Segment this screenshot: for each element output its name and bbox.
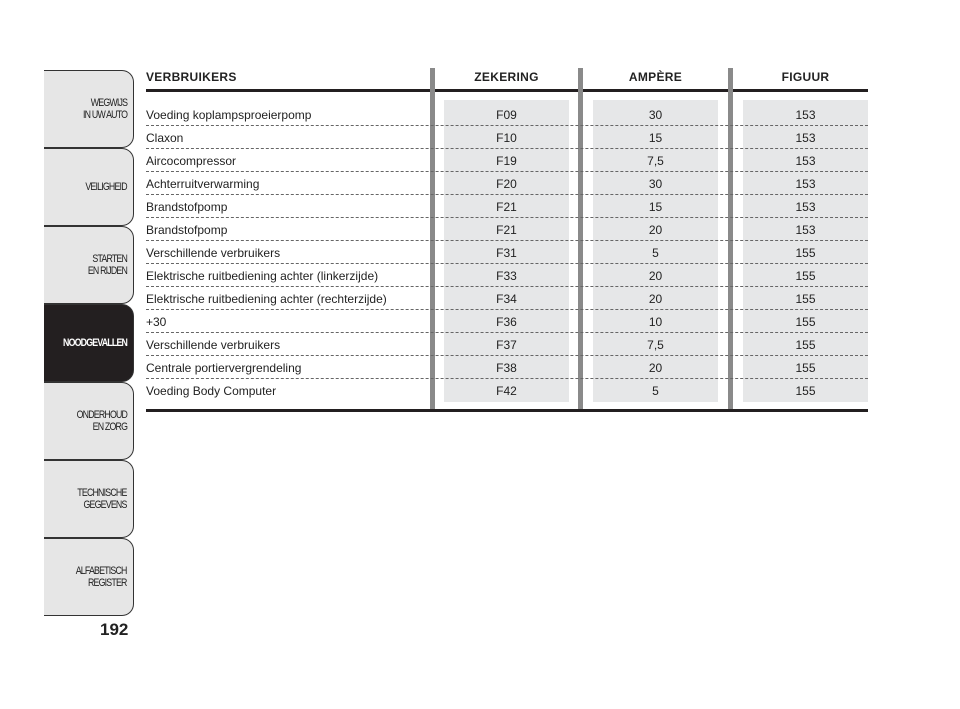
ampere-cell: 30: [648, 177, 663, 191]
consumer-cell: Centrale portiervergrendeling: [146, 361, 302, 375]
fuse-cell: F21: [496, 223, 517, 237]
table-row: Elektrische ruitbediening achter (linker…: [146, 264, 868, 287]
table-row: Verschillende verbruikers F37 7,5 155: [146, 333, 868, 356]
tab-label: STARTEN EN RIJDEN: [87, 253, 128, 277]
ampere-cell: 15: [648, 200, 663, 214]
table-row: Claxon F10 15 153: [146, 126, 868, 149]
ampere-cell: 20: [648, 269, 663, 283]
fuse-cell: F10: [496, 131, 517, 145]
tab-technische-gegevens[interactable]: TECHNISCHE GEGEVENS: [44, 460, 134, 538]
consumer-cell: Verschillende verbruikers: [146, 246, 281, 260]
tab-wegwijs-in-uw-auto[interactable]: WEGWIJS IN UW AUTO: [44, 70, 134, 148]
fuse-cell: F38: [496, 361, 517, 375]
fuse-cell: F34: [496, 292, 517, 306]
tab-label: ALFABETISCH REGISTER: [76, 565, 128, 589]
figure-cell: 155: [795, 246, 816, 260]
tab-onderhoud-en-zorg[interactable]: ONDERHOUD EN ZORG: [44, 382, 134, 460]
header-verbruikers: VERBRUIKERS: [146, 70, 237, 84]
consumer-cell: +30: [146, 315, 167, 329]
tab-label: ONDERHOUD EN ZORG: [76, 409, 128, 433]
figure-cell: 155: [795, 361, 816, 375]
ampere-cell: 10: [648, 315, 663, 329]
figure-cell: 155: [795, 338, 816, 352]
fuse-cell: F19: [496, 154, 517, 168]
page-number: 192: [100, 620, 129, 639]
table-row: Voeding koplampsproeierpomp F09 30 153: [146, 103, 868, 126]
header-rule: [146, 89, 868, 92]
tab-starten-en-rijden[interactable]: STARTEN EN RIJDEN: [44, 226, 134, 304]
figure-cell: 155: [795, 269, 816, 283]
tab-label: VEILIGHEID: [85, 181, 128, 193]
header-figuur: FIGUUR: [781, 70, 830, 84]
fuse-cell: F36: [496, 315, 517, 329]
table-row: Verschillende verbruikers F31 5 155: [146, 241, 868, 264]
header-zekering: ZEKERING: [474, 70, 539, 84]
tab-label: NOODGEVALLEN: [62, 337, 128, 349]
ampere-cell: 20: [648, 361, 663, 375]
consumer-cell: Achterruitverwarming: [146, 177, 260, 191]
column-bg: [743, 100, 868, 402]
column-bg: [444, 100, 569, 402]
header-ampere: AMPÈRE: [628, 70, 683, 84]
tab-alfabetisch-register[interactable]: ALFABETISCH REGISTER: [44, 538, 134, 616]
consumer-cell: Brandstofpomp: [146, 223, 228, 237]
table-row: Voeding Body Computer F42 5 155: [146, 379, 868, 402]
tab-label: TECHNISCHE GEGEVENS: [77, 487, 128, 511]
table-row: Aircocompressor F19 7,5 153: [146, 149, 868, 172]
figure-cell: 155: [795, 384, 816, 398]
figure-cell: 153: [795, 154, 816, 168]
fuse-cell: F21: [496, 200, 517, 214]
ampere-cell: 30: [648, 108, 663, 122]
table-row: Elektrische ruitbediening achter (rechte…: [146, 287, 868, 310]
footer-rule: [146, 409, 868, 412]
table-row: Brandstofpomp F21 20 153: [146, 218, 868, 241]
table-row: Brandstofpomp F21 15 153: [146, 195, 868, 218]
figure-cell: 153: [795, 131, 816, 145]
figure-cell: 153: [795, 200, 816, 214]
ampere-cell: 5: [652, 384, 659, 398]
fuse-cell: F09: [496, 108, 517, 122]
ampere-cell: 20: [648, 292, 663, 306]
fuse-cell: F37: [496, 338, 517, 352]
table-row: Centrale portiervergrendeling F38 20 155: [146, 356, 868, 379]
ampere-cell: 7,5: [647, 154, 664, 168]
table-row: +30 F36 10 155: [146, 310, 868, 333]
consumer-cell: Voeding koplampsproeierpomp: [146, 108, 312, 122]
consumer-cell: Elektrische ruitbediening achter (linker…: [146, 269, 379, 283]
consumer-cell: Elektrische ruitbediening achter (rechte…: [146, 292, 387, 306]
consumer-cell: Claxon: [146, 131, 184, 145]
fuse-cell: F20: [496, 177, 517, 191]
fuse-cell: F33: [496, 269, 517, 283]
figure-cell: 155: [795, 315, 816, 329]
ampere-cell: 5: [652, 246, 659, 260]
column-bg: [593, 100, 718, 402]
fuse-cell: F42: [496, 384, 517, 398]
tab-veiligheid[interactable]: VEILIGHEID: [44, 148, 134, 226]
consumer-cell: Verschillende verbruikers: [146, 338, 281, 352]
tab-label: WEGWIJS IN UW AUTO: [82, 97, 128, 121]
figure-cell: 153: [795, 108, 816, 122]
consumer-cell: Aircocompressor: [146, 154, 237, 168]
figure-cell: 153: [795, 177, 816, 191]
consumer-cell: Voeding Body Computer: [146, 384, 277, 398]
ampere-cell: 7,5: [647, 338, 664, 352]
figure-cell: 155: [795, 292, 816, 306]
tab-noodgevallen[interactable]: NOODGEVALLEN: [44, 304, 134, 382]
ampere-cell: 15: [648, 131, 663, 145]
fuse-cell: F31: [496, 246, 517, 260]
ampere-cell: 20: [648, 223, 663, 237]
figure-cell: 153: [795, 223, 816, 237]
table-row: Achterruitverwarming F20 30 153: [146, 172, 868, 195]
consumer-cell: Brandstofpomp: [146, 200, 228, 214]
